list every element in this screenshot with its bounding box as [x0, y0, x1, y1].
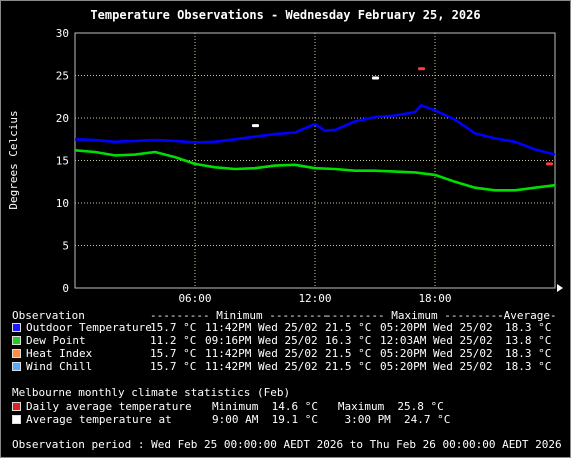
- y-tick-label: 10: [56, 197, 69, 210]
- climate-values: Minimum 14.6 °C Maximum 25.8 °C: [212, 400, 444, 413]
- climate-marker: [372, 76, 379, 80]
- legend-avg: 18.3 °C: [505, 321, 552, 334]
- chart-title: Temperature Observations - Wednesday Feb…: [90, 8, 481, 22]
- axis-ticks: 0 5 10 15 20 25 30 06:00 12:00 18:00: [56, 27, 452, 305]
- series-line-dew-point: [74, 149, 556, 192]
- y-tick-label: 15: [56, 155, 69, 168]
- legend-header-maximum: --------- Maximum ---------: [325, 309, 504, 322]
- observation-period: Observation period : Wed Feb 25 00:00:00…: [12, 438, 562, 451]
- legend-swatch-outdoor: [12, 323, 21, 332]
- x-tick-label: 12:00: [298, 292, 331, 305]
- series-lines: [74, 104, 556, 192]
- legend-header-observation: Observation: [12, 309, 85, 322]
- y-tick-label: 25: [56, 70, 69, 83]
- climate-marker: [418, 67, 425, 71]
- legend-max: 16.3 °C: [325, 334, 372, 347]
- x-axis-arrow: [557, 284, 563, 292]
- y-tick-label: 0: [62, 282, 69, 295]
- legend-min: 15.7 °C: [150, 360, 197, 373]
- climate-label: Daily average temperature: [26, 400, 192, 413]
- legend-min-time: 11:42PM Wed 25/02: [205, 321, 318, 334]
- legend-name: Dew Point: [26, 334, 86, 347]
- y-tick-label: 30: [56, 27, 69, 40]
- climate-swatch-average-at: [12, 415, 21, 424]
- series-line-outdoor-temperature: [74, 104, 556, 156]
- legend-max-time: 12:03AM Wed 25/02: [380, 334, 493, 347]
- climate-swatch-daily: [12, 402, 21, 411]
- x-tick-label: 06:00: [178, 292, 211, 305]
- legend-swatch-dewpoint: [12, 336, 21, 345]
- temperature-chart: 0 5 10 15 20 25 30 06:00 12:00 18:00 Degrees Celc…: [7, 27, 563, 305]
- legend-header-minimum: --------- Minimum ---------: [150, 309, 329, 322]
- x-tick-label: 18:00: [418, 292, 451, 305]
- legend-header-average: -Average-: [497, 309, 557, 322]
- legend-min-time: 11:42PM Wed 25/02: [205, 347, 318, 360]
- legend-max-time: 05:20PM Wed 25/02: [380, 360, 493, 373]
- legend-min-time: 11:42PM Wed 25/02: [205, 360, 318, 373]
- y-axis-label: Degrees Celcius: [7, 110, 20, 209]
- legend-swatch-windchill: [12, 362, 21, 371]
- legend-max-time: 05:20PM Wed 25/02: [380, 347, 493, 360]
- y-tick-label: 5: [62, 240, 69, 253]
- y-tick-label: 20: [56, 112, 69, 125]
- legend-min: 15.7 °C: [150, 321, 197, 334]
- legend-max: 21.5 °C: [325, 347, 372, 360]
- legend-avg: 13.8 °C: [505, 334, 552, 347]
- legend-name: Wind Chill: [26, 360, 93, 373]
- climate-marker: [252, 124, 259, 128]
- climate-label: Average temperature at: [26, 413, 172, 426]
- legend-avg: 18.3 °C: [505, 347, 552, 360]
- climate-values: 9:00 AM 19.1 °C 3:00 PM 24.7 °C: [212, 413, 451, 426]
- climate-marker: [546, 162, 553, 166]
- legend-min-time: 09:16PM Wed 25/02: [205, 334, 318, 347]
- legend-min: 15.7 °C: [150, 347, 197, 360]
- legend-swatch-heatindex: [12, 349, 21, 358]
- legend-max-time: 05:20PM Wed 25/02: [380, 321, 493, 334]
- legend-avg: 18.3 °C: [505, 360, 552, 373]
- legend-max: 21.5 °C: [325, 360, 372, 373]
- legend-min: 11.2 °C: [150, 334, 197, 347]
- legend-name: Outdoor Temperature: [26, 321, 152, 334]
- climate-markers: [252, 67, 553, 166]
- climate-heading: Melbourne monthly climate statistics (Fe…: [12, 386, 291, 399]
- grid-lines: [75, 33, 555, 288]
- legend-name: Heat Index: [26, 347, 93, 360]
- legend-max: 21.5 °C: [325, 321, 372, 334]
